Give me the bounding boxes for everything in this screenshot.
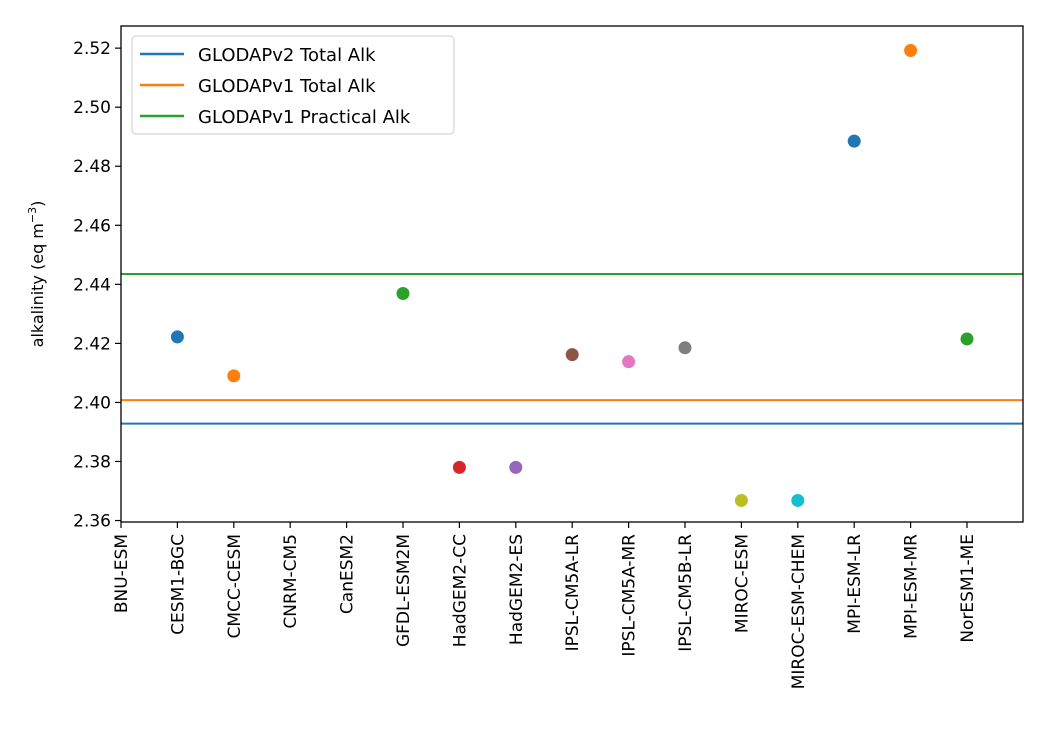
legend: GLODAPv2 Total Alk GLODAPv1 Total Alk GLOD… [131, 35, 455, 135]
y-tick-label-7: 2.50 [73, 98, 111, 118]
plot-area: 2.36 2.38 2.40 2.42 2.44 2.46 2.48 2.50 2.52 BNU-… [73, 25, 1024, 689]
data-point-1 [227, 369, 241, 383]
data-point-5 [565, 348, 579, 362]
x-tick-label-12: MIROC-ESM-CHEM [789, 534, 809, 689]
data-point-10 [847, 134, 861, 148]
x-tick-label-3: CNRM-CM5 [281, 534, 301, 629]
x-tick-label-9: IPSL-CM5A-MR [620, 534, 640, 657]
data-point-6 [622, 355, 636, 369]
data-point-0 [170, 330, 184, 344]
y-axis-label-close: ) [28, 201, 47, 207]
legend-box [131, 35, 455, 135]
legend-label-1: GLODAPv1 Total Alk [198, 76, 376, 97]
data-point-7 [678, 341, 692, 355]
y-tick-label-2: 2.40 [73, 393, 111, 413]
data-point-2 [396, 286, 410, 300]
data-point-11 [904, 44, 918, 58]
data-point-9 [791, 493, 805, 507]
x-tick-label-6: HadGEM2-CC [450, 534, 470, 647]
x-tick-label-10: IPSL-CM5B-LR [676, 534, 696, 652]
data-point-3 [452, 460, 466, 474]
x-tick-label-13: MPI-ESM-LR [845, 534, 865, 634]
y-tick-label-0: 2.36 [73, 512, 111, 532]
data-point-4 [509, 460, 523, 474]
x-tick-label-7: HadGEM2-ES [507, 534, 527, 645]
y-axis-label: alkalinity (eq m−3) [26, 201, 47, 348]
legend-label-2: GLODAPv1 Practical Alk [198, 107, 411, 128]
x-tick-label-0: BNU-ESM [112, 534, 132, 613]
x-tick-label-1: CESM1-BGC [168, 534, 188, 635]
y-tick-label-1: 2.38 [73, 452, 111, 472]
data-point-12 [960, 332, 974, 346]
y-tick-label-4: 2.44 [73, 275, 111, 295]
x-tick-label-2: CMCC-CESM [225, 534, 245, 638]
y-tick-label-3: 2.42 [73, 334, 111, 354]
x-tick-label-15: NorESM1-ME [958, 534, 978, 643]
legend-label-0: GLODAPv2 Total Alk [198, 45, 376, 66]
y-tick-label-5: 2.46 [73, 216, 111, 236]
x-tick-label-14: MPI-ESM-MR [902, 534, 922, 639]
y-axis-label-unit-exponent: −3 [26, 207, 39, 223]
x-tick-label-11: MIROC-ESM [732, 534, 752, 633]
y-tick-label-8: 2.52 [73, 39, 111, 59]
x-tick-label-4: CanESM2 [338, 534, 358, 614]
x-tick-label-5: GFDL-ESM2M [394, 534, 414, 647]
y-tick-label-6: 2.48 [73, 157, 111, 177]
data-point-8 [734, 493, 748, 507]
x-tick-label-8: IPSL-CM5A-LR [563, 534, 583, 652]
